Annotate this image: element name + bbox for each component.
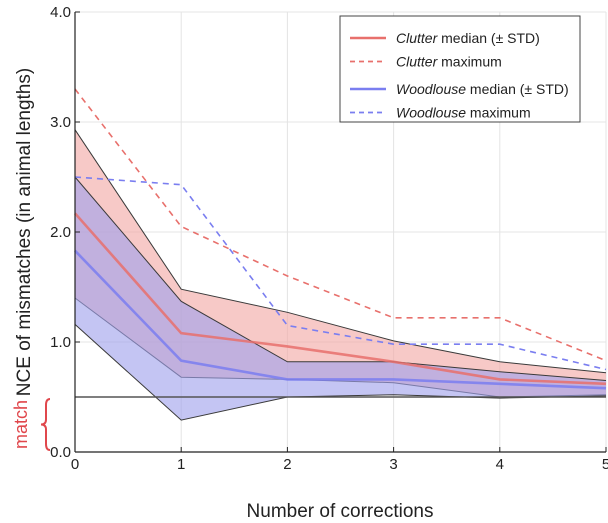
clutter-band-upper-edge bbox=[74, 129, 607, 374]
legend-italic-name: Clutter bbox=[396, 54, 439, 70]
std-bands bbox=[74, 129, 607, 421]
legend-rest-name: maximum bbox=[466, 105, 531, 121]
woodlouse-band-upper-edge bbox=[74, 176, 607, 381]
x-tick-label: 1 bbox=[177, 456, 185, 473]
legend-italic-name: Woodlouse bbox=[396, 105, 466, 121]
legend-italic-name: Woodlouse bbox=[396, 81, 466, 97]
legend: Clutter median (± STD)Clutter maximumWoo… bbox=[339, 15, 581, 123]
legend-rest-name: median (± STD) bbox=[437, 30, 540, 46]
match-label: match bbox=[11, 400, 31, 449]
tick-labels: 0 1 2 3 4 5 0.0 1.0 2.0 3.0 4.0 bbox=[50, 4, 608, 473]
legend-italic-name: Clutter bbox=[396, 30, 439, 46]
clutter-median-line bbox=[74, 212, 607, 386]
legend-rest-name: median (± STD) bbox=[466, 81, 569, 97]
x-tick-label: 3 bbox=[389, 456, 397, 473]
y-tick-label: 1.0 bbox=[50, 334, 71, 351]
x-tick-label: 5 bbox=[602, 456, 608, 473]
y-tick-label: 2.0 bbox=[50, 224, 71, 241]
y-tick-label: 0.0 bbox=[50, 444, 71, 461]
axes bbox=[74, 11, 607, 453]
woodlouse-maximum-legend-label: Woodlouse maximum bbox=[396, 105, 531, 121]
woodlouse-median-legend-label: Woodlouse median (± STD) bbox=[396, 81, 569, 97]
y-tick-label: 4.0 bbox=[50, 4, 71, 21]
woodlouse-maximum-line bbox=[74, 176, 607, 371]
woodlouse-median-line bbox=[74, 249, 607, 390]
clutter-maximum-line bbox=[74, 88, 607, 362]
x-tick-label: 0 bbox=[71, 456, 79, 473]
legend-rest-name: maximum bbox=[437, 54, 502, 70]
x-tick-label: 2 bbox=[283, 456, 291, 473]
series-lines bbox=[74, 88, 607, 390]
legend-box bbox=[339, 15, 581, 123]
y-tick-label: 3.0 bbox=[50, 114, 71, 131]
woodlouse-std-band bbox=[75, 177, 606, 421]
y-axis-label: NCE of mismatches (in animal lengths) bbox=[14, 68, 35, 396]
match-brace bbox=[40, 398, 51, 451]
x-axis-label: Number of corrections bbox=[247, 501, 434, 522]
match-annotation: match bbox=[11, 398, 51, 451]
clutter-median-legend-label: Clutter median (± STD) bbox=[396, 30, 540, 46]
x-tick-label: 4 bbox=[496, 456, 504, 473]
clutter-maximum-legend-label: Clutter maximum bbox=[396, 54, 502, 70]
